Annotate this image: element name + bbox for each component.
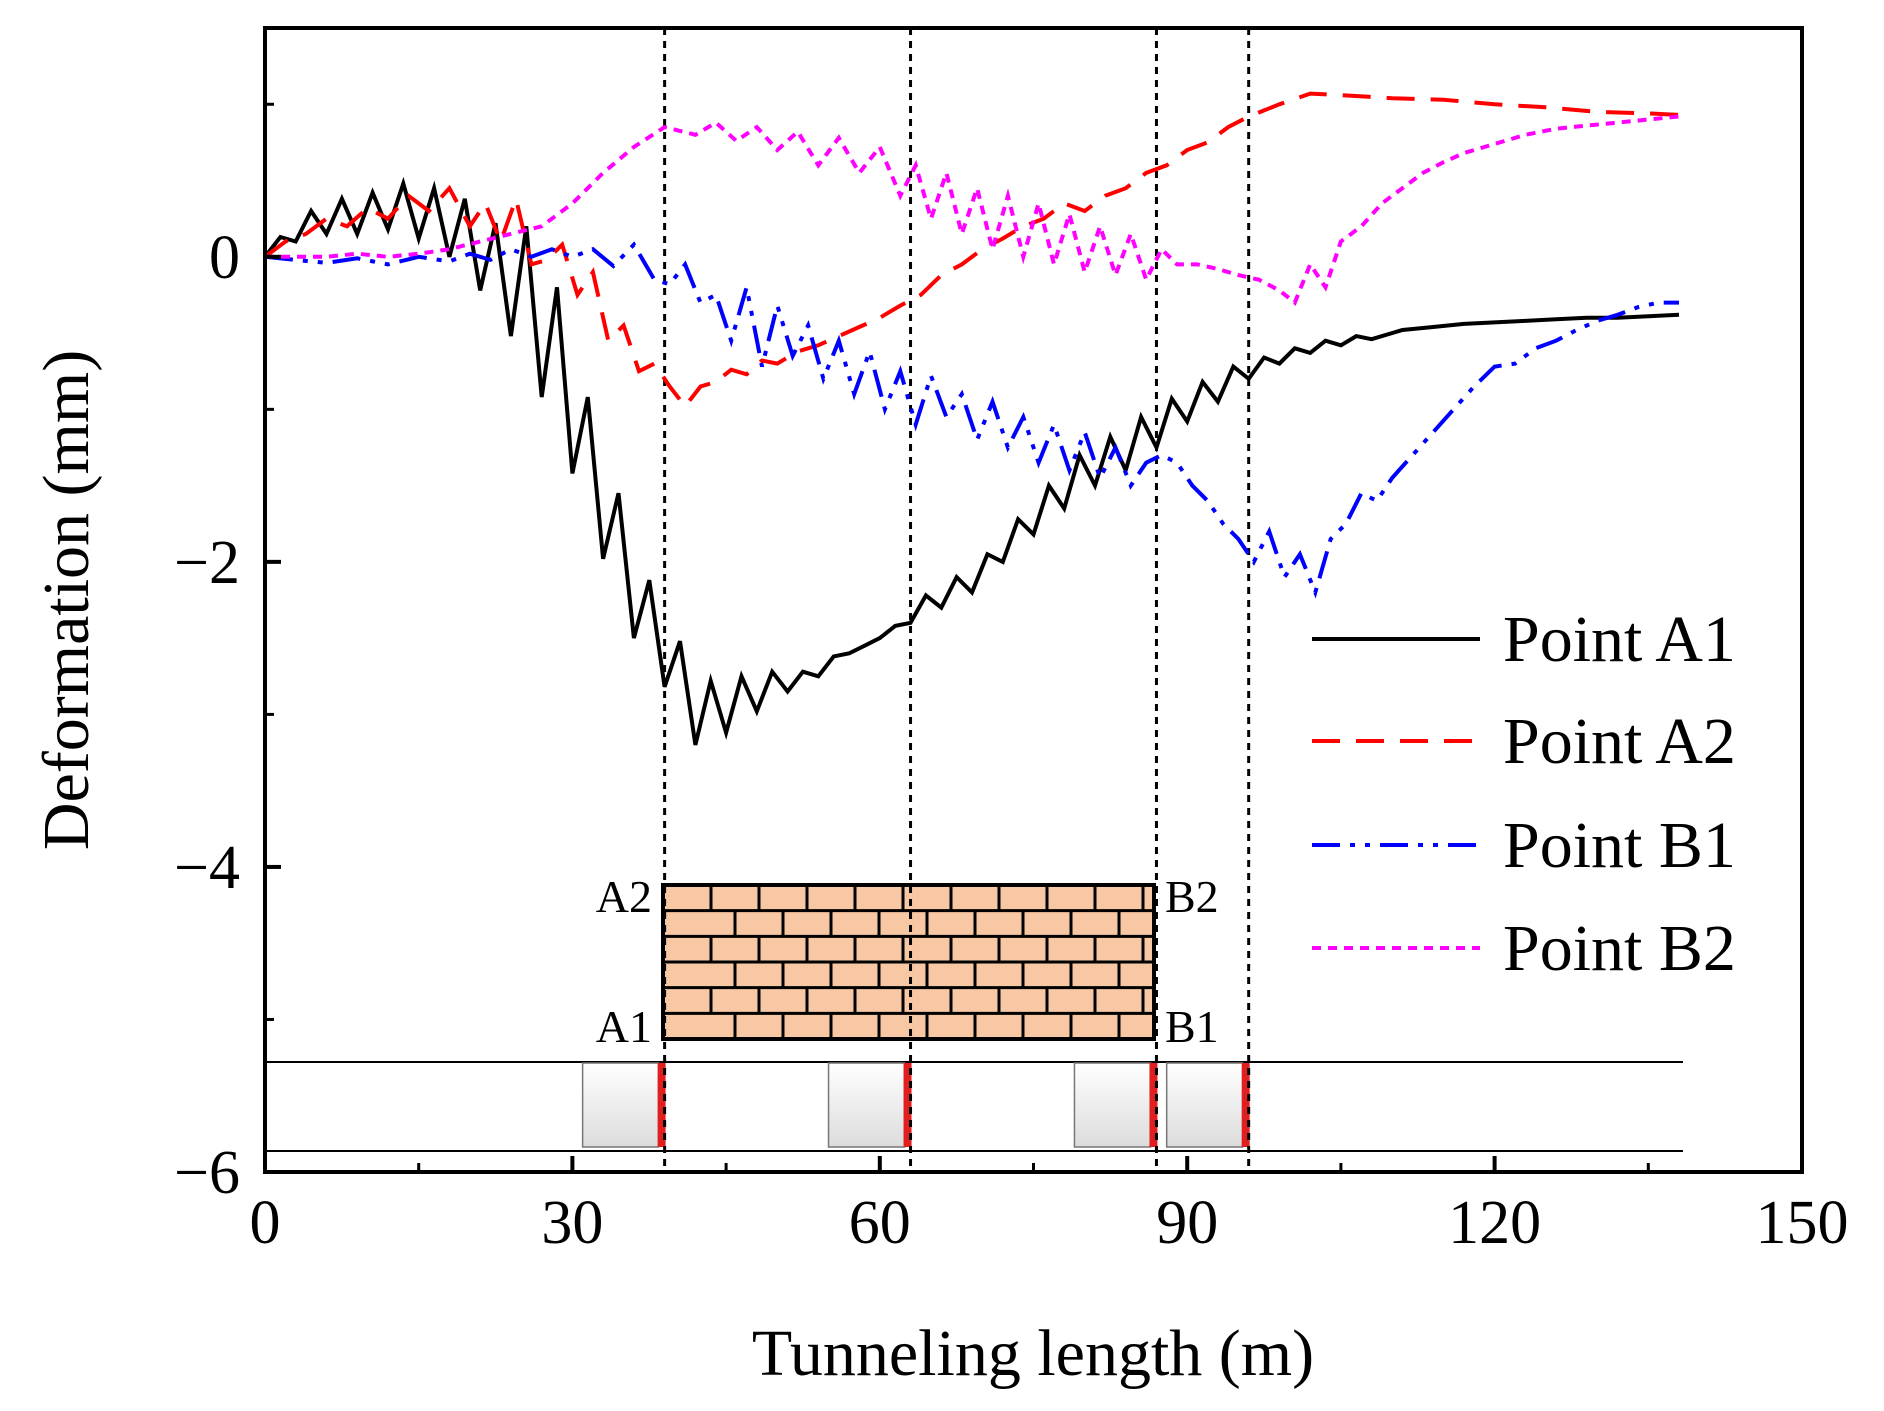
- y-tick-label: −6: [174, 1139, 240, 1207]
- x-tick-label: 120: [1448, 1189, 1541, 1257]
- excavation-face-lines: [663, 28, 1251, 1172]
- label-a2: A2: [596, 871, 652, 922]
- shield-face: [657, 1063, 666, 1147]
- tunnel-segment: [1165, 1062, 1244, 1148]
- x-axis-ticks: 0 30 60 90 120 150: [250, 1156, 1849, 1257]
- x-axis-title: Tunneling length (m): [752, 1317, 1314, 1390]
- y-axis-ticks: 0 −2 −4 −6: [174, 102, 281, 1207]
- y-tick-label: 0: [209, 224, 240, 292]
- tunnel-segment: [581, 1062, 660, 1148]
- shield-face: [903, 1063, 912, 1147]
- series-line-point-a1: [263, 176, 1680, 746]
- building-inset: A2 A1 B2 B1: [596, 871, 1219, 1052]
- legend-label: Point B1: [1503, 809, 1736, 882]
- series-line-point-b2: [265, 114, 1680, 306]
- x-tick-label: 0: [250, 1189, 281, 1257]
- shield-face: [1149, 1063, 1158, 1147]
- building-bricks: [663, 885, 1154, 1039]
- shield-face: [1241, 1063, 1250, 1147]
- label-b1: B1: [1165, 1001, 1219, 1052]
- series-line-point-a2: [263, 91, 1680, 410]
- tunnel-inset: [265, 1061, 1683, 1152]
- label-a1: A1: [596, 1001, 652, 1052]
- legend: Point A1 Point A2 Point B1 Point B2: [1312, 603, 1736, 985]
- legend-label: Point B2: [1503, 912, 1736, 985]
- legend-label: Point A2: [1503, 705, 1736, 778]
- x-tick-label: 60: [849, 1189, 911, 1257]
- x-tick-label: 150: [1756, 1189, 1849, 1257]
- y-tick-label: −4: [174, 834, 240, 902]
- tunnel-segment: [1073, 1062, 1152, 1148]
- data-series: [263, 91, 1680, 746]
- tunnel-segments: [581, 1062, 1250, 1148]
- legend-label: Point A1: [1503, 603, 1736, 676]
- label-b2: B2: [1165, 871, 1219, 922]
- y-axis-title: Deformation (mm): [30, 350, 103, 850]
- x-tick-label: 90: [1156, 1189, 1218, 1257]
- series-line-point-b1: [264, 241, 1679, 599]
- x-tick-label: 30: [541, 1189, 603, 1257]
- tunnel-segment: [827, 1062, 906, 1148]
- y-tick-label: −2: [174, 529, 240, 597]
